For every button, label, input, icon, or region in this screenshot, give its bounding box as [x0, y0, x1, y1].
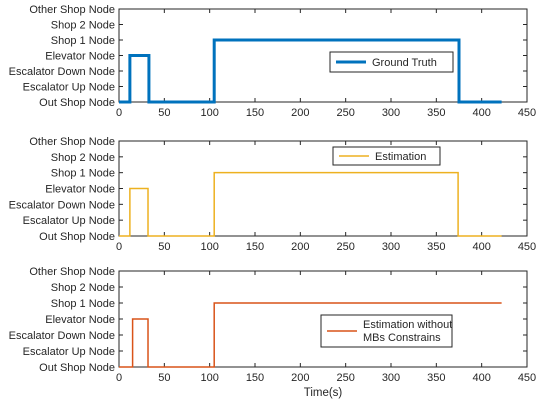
x-tick-label: 400 [472, 107, 490, 119]
legend-box [329, 51, 454, 73]
x-tick-label: 100 [200, 107, 218, 119]
y-tick-label: Escalator Up Node [23, 82, 115, 94]
y-tick-label: Shop 2 Node [51, 282, 115, 294]
x-tick-label: 350 [427, 107, 445, 119]
x-tick-label: 50 [158, 241, 170, 253]
legend-label-line: Estimation without [363, 319, 452, 331]
x-axis-label: Time(s) [304, 387, 343, 399]
y-tick-label: Shop 2 Node [51, 20, 115, 32]
y-tick-label: Shop 1 Node [51, 35, 115, 47]
x-tick-label: 450 [518, 107, 536, 119]
y-tick-label: Shop 1 Node [51, 168, 115, 180]
x-tick-label: 150 [246, 241, 264, 253]
y-tick-label: Shop 2 Node [51, 152, 115, 164]
plot-area [118, 140, 528, 237]
y-tick-label: Elevator Node [45, 314, 115, 326]
x-tick-label: 150 [246, 372, 264, 384]
y-tick-label: Out Shop Node [39, 231, 115, 243]
y-tick-label: Escalator Down Node [9, 66, 115, 78]
x-tick-label: 0 [116, 241, 122, 253]
x-tick-label: 450 [518, 372, 536, 384]
x-tick-label: 200 [291, 372, 309, 384]
x-tick-label: 50 [158, 107, 170, 119]
y-tick-label: Escalator Up Node [23, 346, 115, 358]
legend-label-line: MBs Constrains [363, 332, 441, 344]
x-tick-label: 100 [200, 372, 218, 384]
x-tick-label: 250 [336, 372, 354, 384]
plot-area [118, 8, 528, 103]
chart-panel-2: Out Shop Node Escalator Up Node Escalator … [9, 136, 537, 253]
x-tick-label: 0 [116, 107, 122, 119]
x-tick-label: 300 [382, 107, 400, 119]
x-tick-label: 50 [158, 372, 170, 384]
x-tick-label: 200 [291, 107, 309, 119]
y-tick-label: Other Shop Node [29, 266, 115, 278]
y-tick-label: Other Shop Node [29, 4, 115, 16]
series-line-1 [119, 302, 502, 368]
x-tick-label: 300 [382, 241, 400, 253]
y-tick-label: Escalator Down Node [9, 199, 115, 211]
y-tick-label: Escalator Up Node [23, 215, 115, 227]
chart-panel-3: Out Shop Node Escalator Up Node Escalator … [9, 266, 537, 399]
chart-panel-1: Out Shop Node Escalator Up Node Escalator … [9, 4, 537, 119]
x-tick-label: 350 [427, 372, 445, 384]
series-line-1 [119, 171, 502, 237]
x-tick-label: 400 [472, 372, 490, 384]
legend: Estimation [332, 146, 441, 166]
x-tick-label: 200 [291, 241, 309, 253]
legend: Ground Truth [329, 51, 454, 73]
y-tick-label: Other Shop Node [29, 136, 115, 148]
y-tick-label: Elevator Node [45, 184, 115, 196]
x-tick-label: 100 [200, 241, 218, 253]
series-line-1 [119, 38, 502, 104]
legend-label: Ground Truth [372, 57, 437, 69]
x-tick-label: 150 [246, 107, 264, 119]
legend-label: Estimation [375, 151, 426, 163]
y-tick-label: Out Shop Node [39, 362, 115, 374]
x-tick-label: 0 [116, 372, 122, 384]
legend-box [332, 146, 441, 166]
x-tick-label: 400 [472, 241, 490, 253]
x-tick-label: 250 [336, 241, 354, 253]
x-tick-label: 350 [427, 241, 445, 253]
y-tick-label: Elevator Node [45, 51, 115, 63]
y-tick-label: Shop 1 Node [51, 298, 115, 310]
x-tick-label: 300 [382, 372, 400, 384]
x-tick-label: 250 [336, 107, 354, 119]
y-tick-label: Out Shop Node [39, 97, 115, 109]
x-tick-label: 450 [518, 241, 536, 253]
y-tick-label: Escalator Down Node [9, 330, 115, 342]
